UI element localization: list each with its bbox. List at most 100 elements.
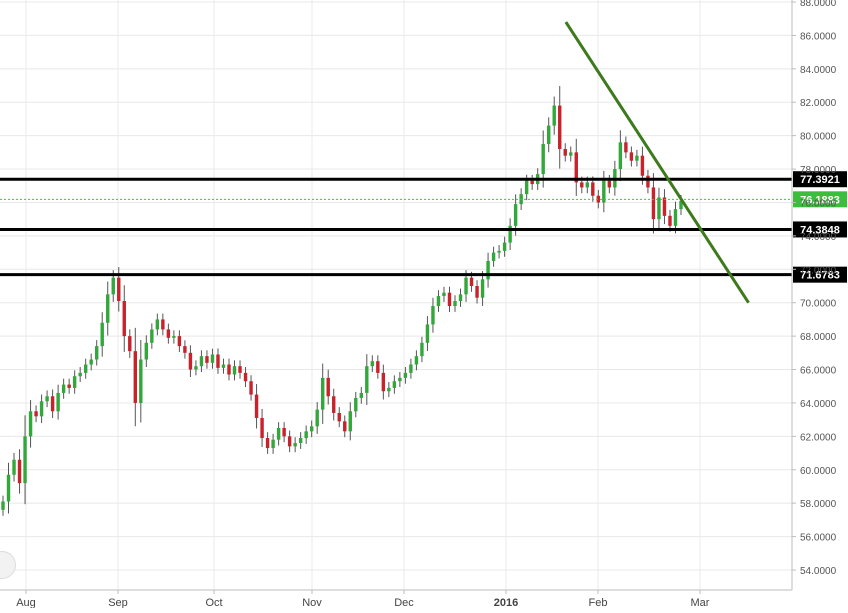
candle-body-up bbox=[458, 294, 463, 302]
candle-body-up bbox=[23, 436, 27, 484]
candle-body-up bbox=[508, 225, 512, 243]
candle-body-up bbox=[453, 301, 457, 307]
candle-body-up bbox=[28, 411, 33, 437]
candle bbox=[133, 327, 138, 427]
candle bbox=[409, 358, 413, 379]
candle-body-down bbox=[166, 329, 171, 338]
candle-body-up bbox=[83, 364, 88, 373]
candle bbox=[72, 370, 77, 394]
candle-body-up bbox=[420, 342, 424, 357]
candle-body-down bbox=[381, 372, 386, 392]
candle-body-down bbox=[128, 336, 132, 352]
y-tick-label: 58.0000 bbox=[800, 499, 837, 510]
candle bbox=[563, 143, 567, 162]
candle bbox=[320, 363, 325, 424]
y-tick-label: 80.0000 bbox=[800, 132, 837, 143]
candle-body-up bbox=[409, 364, 413, 373]
x-tick-label: Sep bbox=[108, 597, 128, 608]
candle-body-down bbox=[254, 394, 259, 418]
candle-body-up bbox=[194, 366, 198, 370]
candle-body-up bbox=[480, 279, 485, 298]
candle bbox=[425, 316, 430, 352]
candle bbox=[491, 246, 496, 267]
y-tick-label: 70.0000 bbox=[800, 299, 837, 310]
x-tick-label: Oct bbox=[205, 597, 222, 608]
candle bbox=[475, 280, 479, 304]
candle-body-down bbox=[50, 396, 55, 412]
candle bbox=[249, 375, 253, 401]
candle bbox=[480, 271, 485, 306]
candle-body-up bbox=[442, 292, 446, 297]
candle-body-down bbox=[265, 438, 270, 449]
y-tick-label: 62.0000 bbox=[800, 432, 837, 443]
candle-body-down bbox=[596, 195, 601, 203]
candle-body-up bbox=[436, 296, 441, 307]
candle bbox=[431, 297, 435, 333]
candle-body-up bbox=[569, 152, 573, 156]
candle-body-down bbox=[332, 396, 336, 413]
grid bbox=[0, 0, 792, 590]
candle-body-up bbox=[585, 182, 590, 188]
candle-body-down bbox=[227, 364, 231, 375]
candle-body-up bbox=[6, 474, 11, 502]
candle bbox=[28, 400, 33, 448]
candle bbox=[67, 378, 71, 394]
candle-body-up bbox=[414, 356, 419, 365]
candle-body-down bbox=[326, 377, 330, 397]
candle bbox=[574, 138, 578, 196]
level-price-tag bbox=[793, 221, 847, 238]
candle bbox=[596, 189, 601, 209]
candle-body-down bbox=[122, 301, 126, 337]
candle-body-up bbox=[61, 384, 66, 393]
candle bbox=[210, 348, 215, 369]
y-tick-label: 68.0000 bbox=[800, 332, 837, 343]
candle-body-up bbox=[100, 322, 104, 347]
level-price-label: 71.6783 bbox=[800, 270, 840, 282]
candles bbox=[1, 86, 683, 516]
candle-body-up bbox=[56, 392, 60, 412]
candle bbox=[89, 353, 93, 371]
candle-body-down bbox=[34, 411, 38, 417]
candle bbox=[387, 382, 391, 398]
candle bbox=[546, 117, 551, 153]
candle-body-down bbox=[183, 346, 187, 353]
candle-body-up bbox=[172, 336, 176, 338]
candle bbox=[309, 420, 314, 438]
x-tick-label: 2016 bbox=[494, 597, 518, 608]
candle-body-up bbox=[513, 204, 518, 226]
candle bbox=[238, 360, 242, 379]
x-tick-label: Nov bbox=[302, 597, 322, 608]
candle-body-up bbox=[94, 346, 99, 360]
candle-body-up bbox=[309, 426, 314, 432]
y-tick-label: 72.0000 bbox=[800, 265, 837, 276]
candle-body-down bbox=[558, 105, 562, 150]
y-tick-label: 86.0000 bbox=[800, 31, 837, 42]
candle-body-down bbox=[243, 372, 248, 382]
candle bbox=[1, 495, 5, 516]
candle bbox=[100, 312, 104, 357]
candle bbox=[442, 286, 446, 302]
candle bbox=[458, 288, 463, 307]
candle bbox=[282, 422, 286, 443]
candle-body-down bbox=[662, 197, 667, 216]
candle bbox=[607, 174, 612, 194]
candle bbox=[183, 340, 187, 359]
candle-body-up bbox=[155, 319, 160, 330]
candle-body-up bbox=[144, 342, 149, 360]
candle-body-up bbox=[39, 401, 44, 417]
candle bbox=[39, 394, 44, 424]
candle bbox=[293, 437, 297, 453]
candle-body-down bbox=[376, 361, 380, 373]
candle bbox=[635, 149, 639, 167]
candle-body-up bbox=[618, 142, 623, 170]
candle bbox=[78, 367, 82, 383]
candle-body-up bbox=[72, 376, 77, 388]
candle-body-up bbox=[271, 439, 275, 449]
candle-body-up bbox=[139, 359, 143, 403]
candle-body-up bbox=[657, 197, 661, 220]
trendline bbox=[564, 21, 750, 304]
candle bbox=[205, 350, 209, 369]
candle-body-up bbox=[293, 443, 297, 447]
x-tick-label: Mar bbox=[691, 597, 710, 608]
